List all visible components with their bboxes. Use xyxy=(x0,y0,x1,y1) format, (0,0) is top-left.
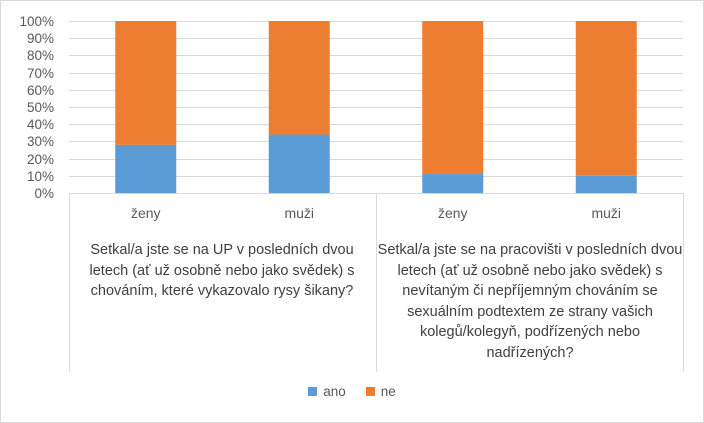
legend-item-ne[interactable]: ne xyxy=(365,384,396,399)
bar-ano xyxy=(575,175,637,193)
bar-ano xyxy=(422,174,484,193)
axes xyxy=(69,193,684,372)
y-tick-label: 30% xyxy=(27,134,54,149)
bar-ne xyxy=(422,21,484,175)
legend-item-ano[interactable]: ano xyxy=(308,384,346,399)
legend-swatch-ne xyxy=(365,387,375,396)
x-category-label: muži xyxy=(284,205,314,221)
group-label-1: Setkal/a jste se na UP v posledních dvou… xyxy=(89,242,355,299)
y-tick-label: 20% xyxy=(27,152,54,167)
x-axis-categories: ženy muži ženy muži xyxy=(131,205,621,221)
legend: ano ne xyxy=(0,384,704,399)
y-tick-label: 0% xyxy=(34,186,54,201)
y-tick-label: 80% xyxy=(27,48,54,63)
legend-swatch-ano xyxy=(308,387,318,396)
group-label-2: Setkal/a jste se na pracovišti v posledn… xyxy=(377,242,683,361)
bar-ano xyxy=(115,144,177,193)
bar-ne xyxy=(115,21,177,145)
legend-label-ano: ano xyxy=(323,384,346,399)
x-category-label: ženy xyxy=(131,205,161,221)
y-tick-label: 40% xyxy=(27,117,54,132)
bars xyxy=(115,21,637,193)
bar-ne xyxy=(575,21,637,176)
bar-ne xyxy=(268,21,330,135)
y-tick-label: 50% xyxy=(27,100,54,115)
x-category-label: muži xyxy=(591,205,621,221)
y-axis-ticks: 0% 10% 20% 30% 40% 50% 60% 70% 80% 90% 100% xyxy=(19,14,54,201)
x-category-label: ženy xyxy=(438,205,468,221)
y-tick-label: 60% xyxy=(27,83,54,98)
bar-ano xyxy=(268,134,330,193)
y-tick-label: 100% xyxy=(19,14,54,29)
legend-label-ne: ne xyxy=(380,384,396,399)
y-tick-label: 90% xyxy=(27,31,54,46)
y-tick-label: 70% xyxy=(27,66,54,81)
y-tick-label: 10% xyxy=(27,169,54,184)
